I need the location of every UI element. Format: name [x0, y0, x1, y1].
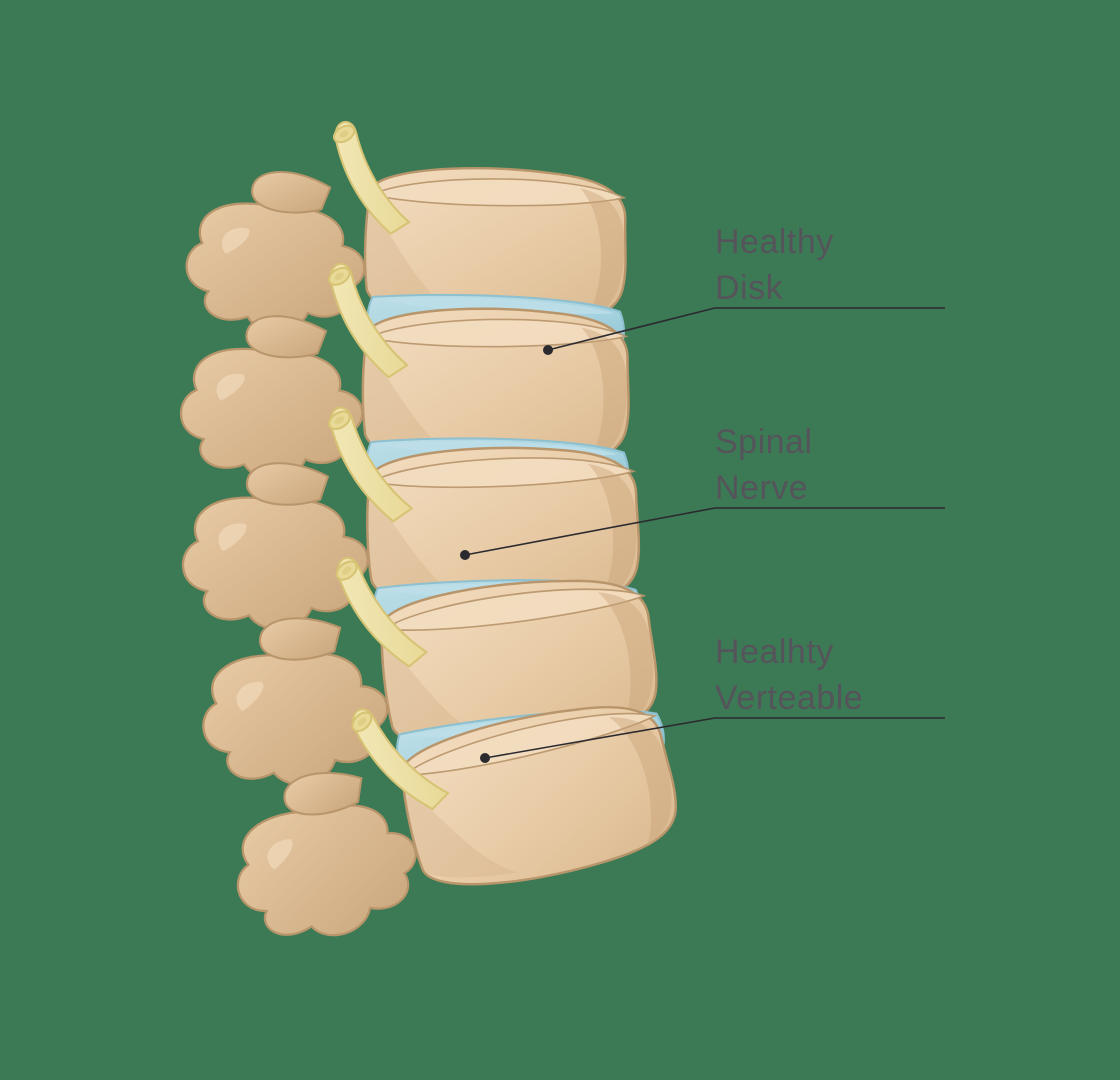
label-line: Nerve [715, 466, 813, 512]
label-line: Verteable [715, 676, 863, 722]
spine-group [180, 116, 690, 953]
label-healthy-vertebra: Healhty Verteable [715, 630, 863, 722]
diagram-stage: Healthy Disk Spinal Nerve Healhty Vertea… [0, 0, 1120, 1080]
label-line: Spinal [715, 420, 813, 466]
label-healthy-disk: Healthy Disk [715, 220, 834, 312]
label-line: Healhty [715, 630, 863, 676]
label-line: Healthy [715, 220, 834, 266]
spine-svg [0, 0, 1120, 1080]
label-line: Disk [715, 266, 834, 312]
label-spinal-nerve: Spinal Nerve [715, 420, 813, 512]
